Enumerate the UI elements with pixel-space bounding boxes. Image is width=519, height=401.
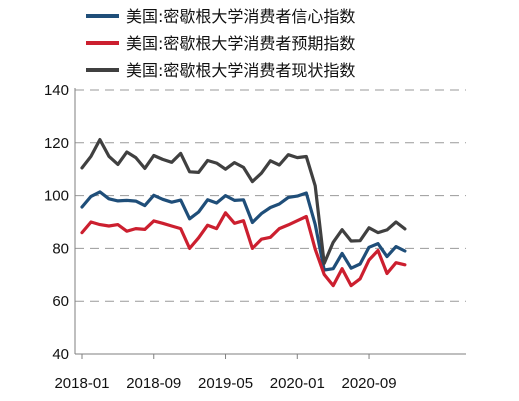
series-line-3	[80, 138, 407, 265]
y-tick-label: 100	[44, 188, 69, 205]
series-line-1	[80, 190, 407, 272]
grid	[75, 89, 466, 302]
series-line-2	[80, 211, 407, 288]
x-tick-label: 2018-01	[54, 375, 109, 392]
y-tick-label: 140	[44, 82, 69, 99]
y-tick-label: 120	[44, 135, 69, 152]
x-tick-label: 2019-05	[198, 375, 253, 392]
legend-label: 美国:密歇根大学消费者预期指数	[126, 34, 355, 53]
x-tick-label: 2018-09	[126, 375, 181, 392]
x-tick-label: 2020-01	[270, 375, 325, 392]
axes: 40 60 80 100 120 140 2018-01 2018-09 2019-05 2020…	[44, 82, 466, 392]
x-tick-label: 2020-09	[342, 375, 397, 392]
y-tick-label: 40	[52, 346, 69, 363]
legend-label: 美国:密歇根大学消费者信心指数	[126, 7, 355, 26]
legend-label: 美国:密歇根大学消费者现状指数	[126, 61, 355, 80]
y-tick-label: 60	[52, 293, 69, 310]
y-tick-label: 80	[52, 240, 69, 257]
legend: 美国:密歇根大学消费者信心指数美国:密歇根大学消费者预期指数美国:密歇根大学消费…	[86, 7, 355, 80]
series-group	[80, 138, 407, 288]
